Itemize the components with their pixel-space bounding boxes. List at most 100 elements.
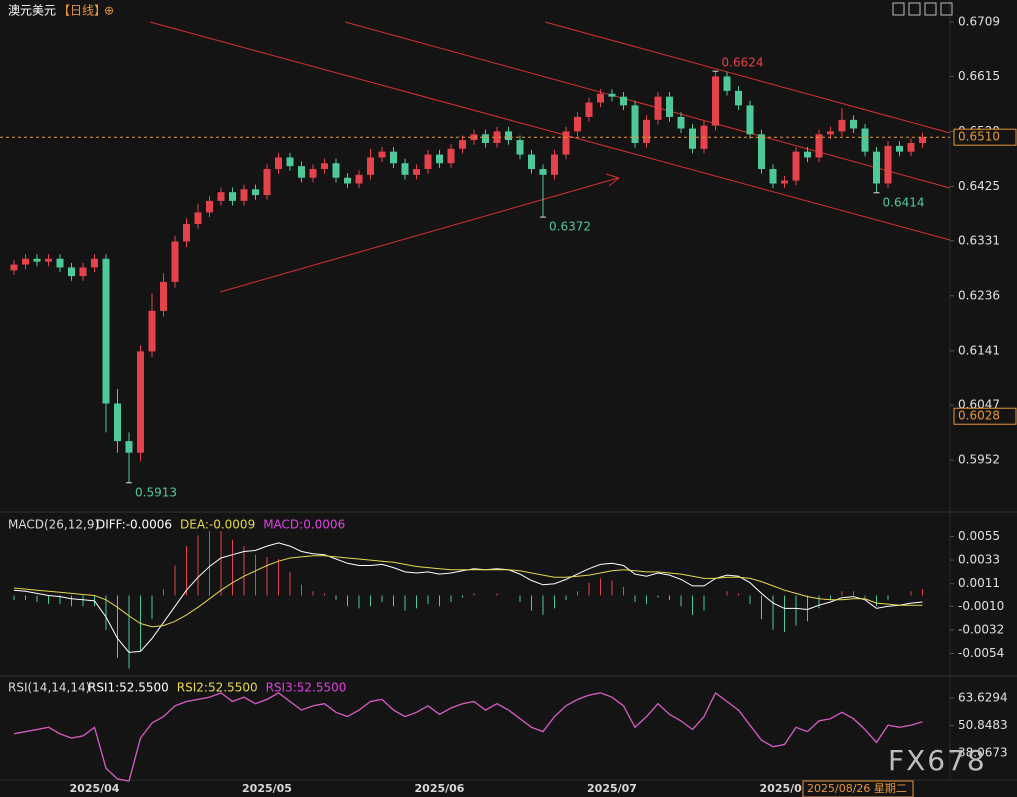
rsi-line: [13, 692, 923, 782]
cursor-price-box: [953, 407, 1017, 425]
legend-entry: DEA:-0.0009: [180, 518, 255, 532]
candle-body: [551, 154, 558, 175]
chart-title: 澳元美元: [8, 4, 56, 18]
trend-lines: [149, 21, 951, 293]
candle-body: [137, 351, 144, 453]
candle-body: [436, 154, 443, 164]
candle-body: [528, 154, 535, 170]
candle-body: [275, 157, 282, 170]
candle-body: [884, 145, 892, 184]
candle-body: [171, 241, 179, 282]
chart-subtitle: 【日线】: [58, 4, 106, 18]
candle-body: [574, 116, 581, 132]
candle-body: [332, 163, 340, 178]
candle-body: [56, 258, 64, 268]
candle-body: [896, 145, 903, 152]
candle-body: [792, 151, 800, 181]
candle-body: [769, 169, 777, 184]
candle-body: [194, 212, 202, 225]
candle-body: [45, 258, 52, 262]
x-tick-label: 2025/07: [587, 782, 637, 795]
watermark: FX678: [888, 744, 987, 777]
tool-icon[interactable]: [892, 2, 905, 16]
candle-body: [355, 174, 363, 184]
candle-body: [723, 76, 731, 91]
candle-body: [263, 169, 271, 196]
y-tick-label: 0.6709: [958, 14, 1000, 28]
candle-body: [781, 180, 788, 184]
trend-line: [344, 21, 951, 189]
y-tick-label: -0.0010: [958, 599, 1004, 613]
y-tick-label: 63.6294: [958, 691, 1008, 705]
candle-body: [746, 105, 754, 135]
legend-entry: RSI3:52.5500: [266, 681, 347, 695]
annotation: 0.6372: [549, 220, 591, 234]
candle-body: [401, 163, 409, 175]
annotation: 0.5913: [135, 485, 177, 499]
y-tick-label: -0.0032: [958, 622, 1004, 636]
legend-entry: DIFF:-0.0006: [96, 518, 172, 532]
candle-body: [91, 258, 98, 268]
x-tick-label: 2025/05: [242, 782, 292, 795]
candle-body: [539, 169, 547, 175]
candle-body: [608, 93, 616, 97]
cursor-date-box: [802, 780, 914, 797]
tool-icon[interactable]: [908, 2, 921, 16]
tool-icon[interactable]: [924, 2, 937, 16]
y-tick-label: 0.6141: [958, 343, 1000, 357]
candle-body: [804, 151, 811, 158]
y-tick-label: 0.6331: [958, 233, 1000, 247]
y-tick-label: 0.0011: [958, 576, 1000, 590]
candle-body: [631, 105, 639, 143]
candle-body: [712, 76, 719, 126]
macd-line: [13, 555, 923, 628]
candle-body: [229, 192, 236, 201]
candle-body: [677, 116, 685, 129]
tool-icon[interactable]: [940, 2, 953, 16]
x-tick-label: 2025/06: [415, 782, 465, 795]
candle-body: [459, 140, 466, 149]
candle-body: [919, 137, 926, 143]
candle-body: [125, 441, 133, 453]
cursor-date-label: 2025/08/26 星期二: [807, 782, 907, 795]
candle-body: [873, 151, 880, 184]
candle-body: [493, 131, 501, 143]
add-icon[interactable]: ⊕: [104, 4, 114, 18]
candle-body: [838, 119, 846, 132]
candle-body: [217, 192, 225, 201]
candle-body: [447, 148, 455, 164]
y-tick-label: 0.6425: [958, 179, 1000, 193]
legend-entry: RSI1:52.5500: [88, 681, 169, 695]
y-tick-label: 0.6615: [958, 69, 1000, 83]
trend-line: [544, 21, 951, 134]
legend-entry: MACD:0.0006: [263, 518, 345, 532]
legend-entry: RSI2:52.5500: [177, 681, 258, 695]
candle-body: [827, 131, 834, 135]
candle-body: [252, 189, 259, 196]
trend-line: [149, 21, 951, 241]
candle-body: [735, 90, 742, 106]
candle-body: [413, 169, 420, 175]
x-tick-label: 2025/04: [70, 782, 120, 795]
candle-body: [321, 163, 328, 170]
candle-body: [160, 281, 167, 311]
candle-body: [286, 157, 294, 167]
candle-body: [654, 96, 662, 120]
candle-body: [240, 189, 248, 201]
trend-arrow: [219, 177, 619, 293]
candle-body: [562, 131, 570, 155]
candle-body: [390, 151, 397, 164]
candle-body: [114, 403, 121, 442]
candle-body: [907, 142, 915, 152]
candle-body: [367, 157, 374, 175]
last-price-label: 0.6510: [958, 130, 1000, 144]
candle-body: [597, 93, 604, 103]
y-tick-label: 38.0673: [958, 746, 1008, 760]
cursor-price-label: 0.6028: [958, 409, 1000, 423]
candle-body: [815, 134, 823, 158]
panel-title: MACD(26,12,9): [8, 518, 99, 532]
candle-body: [148, 310, 156, 352]
candle-body: [689, 128, 696, 149]
candle-body: [206, 200, 213, 213]
